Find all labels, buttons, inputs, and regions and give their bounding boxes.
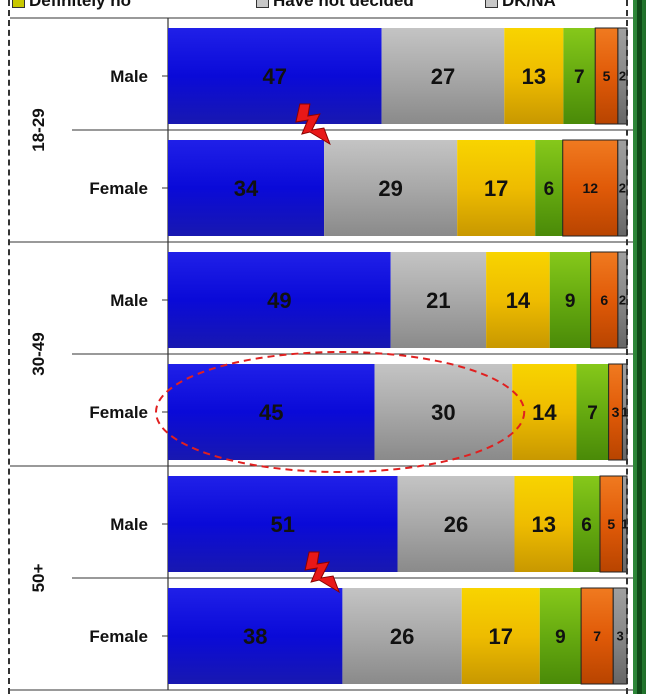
data-label-1-0-0: 49	[267, 288, 291, 313]
data-label-2-0-3: 6	[581, 515, 592, 536]
data-label-0-1-4: 12	[582, 180, 598, 196]
bar-segment-1-0-2	[486, 252, 550, 348]
green-side-bar	[633, 0, 646, 694]
bar-segment-1-1-2	[512, 364, 577, 460]
bar-segment-1-1-1	[374, 364, 513, 460]
data-label-0-0-2: 13	[522, 64, 546, 89]
data-label-2-0-0: 51	[271, 512, 295, 537]
highlight-ellipse	[155, 351, 526, 473]
bar-segment-0-1-3	[535, 140, 563, 236]
bar-segment-2-1-4	[580, 587, 614, 685]
legend: Definitely no Have not decided DK/NA	[0, 0, 633, 18]
data-label-1-1-0: 45	[259, 400, 283, 425]
data-label-2-0-4: 5	[607, 516, 615, 532]
data-label-0-0-1: 27	[431, 64, 455, 89]
data-label-0-1-0: 34	[234, 176, 259, 201]
bar-segment-0-1-1	[324, 140, 458, 236]
bar-segment-0-1-2	[457, 140, 536, 236]
lightning-icon-0	[295, 103, 331, 146]
bar-segment-1-0-4	[590, 251, 619, 349]
bar-segment-0-1-0	[168, 140, 325, 236]
category-label-1-0: Male	[110, 291, 148, 310]
lightning-icon-1	[304, 551, 341, 594]
bar-segment-2-0-0	[168, 476, 398, 572]
data-label-2-0-1: 26	[444, 512, 468, 537]
bar-segment-1-1-0	[168, 364, 375, 460]
data-label-1-0-2: 14	[506, 288, 531, 313]
data-label-2-1-5: 3	[616, 629, 623, 644]
legend-swatch-have-not-decided	[256, 0, 269, 9]
bar-segment-1-0-1	[390, 252, 487, 348]
data-label-1-0-4: 6	[600, 292, 608, 308]
bar-segment-2-0-1	[397, 476, 515, 572]
data-label-2-1-4: 7	[593, 628, 601, 644]
annotation-markers	[155, 103, 526, 594]
bar-segment-0-0-3	[563, 28, 596, 124]
data-label-0-1-2: 17	[484, 176, 508, 201]
legend-item-dk-na: DK/NA	[485, 0, 556, 11]
group-label-2: 50+	[29, 564, 48, 593]
data-label-2-1-0: 38	[243, 624, 267, 649]
data-label-2-0-2: 13	[532, 512, 556, 537]
category-label-0-1: Female	[89, 179, 148, 198]
legend-swatch-dk-na	[485, 0, 498, 9]
bar-segment-2-1-3	[539, 588, 582, 684]
bar-segment-0-0-0	[168, 28, 382, 124]
table-grid	[10, 17, 633, 691]
legend-label-have-not-decided: Have not decided	[273, 0, 414, 10]
data-label-0-0-0: 47	[263, 64, 287, 89]
category-label-0-0: Male	[110, 67, 148, 86]
bar-segment-1-0-3	[549, 252, 591, 348]
bar-segment-2-0-2	[514, 476, 573, 572]
category-label-1-1: Female	[89, 403, 148, 422]
data-label-1-1-3: 7	[587, 403, 598, 424]
data-label-0-0-3: 7	[574, 67, 585, 88]
bar-segment-1-0-0	[168, 252, 391, 348]
group-label-1: 30-49	[29, 332, 48, 375]
data-label-1-0-5: 2	[619, 293, 626, 308]
data-label-2-0-5: 1	[621, 517, 628, 532]
bar-segment-1-1-3	[576, 364, 609, 460]
category-label-2-0: Male	[110, 515, 148, 534]
data-label-2-1-1: 26	[390, 624, 414, 649]
data-label-0-0-4: 5	[603, 68, 611, 84]
data-label-0-1-1: 29	[378, 176, 402, 201]
legend-swatch-definitely-no	[12, 0, 25, 9]
data-label-0-0-5: 2	[619, 69, 626, 84]
bar-segment-2-1-1	[342, 588, 462, 684]
legend-item-have-not-decided: Have not decided	[256, 0, 414, 11]
category-label-2-1: Female	[89, 627, 148, 646]
bars	[168, 27, 628, 685]
legend-label-dk-na: DK/NA	[502, 0, 556, 10]
data-label-1-0-1: 21	[426, 288, 450, 313]
data-label-0-1-3: 6	[544, 179, 555, 200]
bar-segment-2-1-0	[168, 588, 343, 684]
bar-segment-2-1-2	[461, 588, 540, 684]
data-label-2-1-2: 17	[489, 624, 513, 649]
legend-item-definitely-no: Definitely no	[12, 0, 131, 11]
group-label-0: 18-29	[29, 108, 48, 151]
data-label-2-1-3: 9	[555, 627, 566, 648]
data-label-1-1-2: 14	[532, 400, 557, 425]
legend-label-definitely-no: Definitely no	[29, 0, 132, 10]
data-label-1-1-4: 3	[612, 404, 620, 420]
bar-segment-0-1-4	[562, 139, 619, 237]
bar-segment-0-0-2	[504, 28, 564, 124]
bar-segment-2-0-3	[573, 476, 600, 572]
data-label-0-1-5: 2	[619, 181, 626, 196]
bar-segment-0-0-1	[381, 28, 505, 124]
data-label-1-1-1: 30	[431, 400, 455, 425]
data-label-1-1-5: 1	[621, 405, 628, 420]
data-label-1-0-3: 9	[565, 291, 576, 312]
